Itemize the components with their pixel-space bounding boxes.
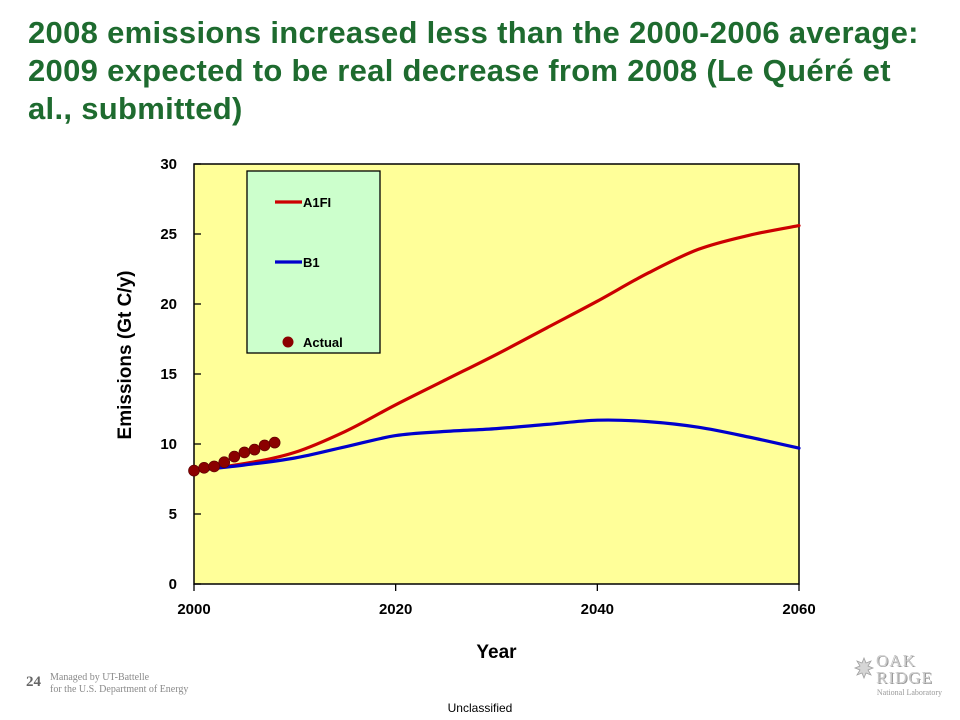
series-line-b1	[192, 418, 801, 473]
x-tick-label: 2060	[782, 601, 815, 618]
data-point-actual	[238, 446, 251, 459]
y-tick-label: 30	[160, 156, 177, 173]
y-tick-label: 5	[169, 506, 177, 523]
data-point-actual	[188, 464, 200, 477]
x-tick-label: 2040	[581, 601, 614, 618]
series-line-a1fi	[192, 224, 801, 473]
data-point-actual	[268, 436, 281, 449]
managed-by-line: Managed by UT-Battelle	[50, 672, 150, 683]
y-tick-label: 20	[160, 296, 177, 313]
data-point-actual	[208, 460, 220, 473]
oak-ridge-logo: OAK RIDGE National Laboratory	[852, 652, 942, 700]
data-point-actual	[248, 443, 261, 456]
legend-swatch-actual	[282, 336, 294, 348]
data-point-actual	[258, 439, 271, 452]
data-point-actual	[228, 450, 241, 463]
y-tick-label: 25	[160, 226, 177, 243]
x-tick-label: 2020	[379, 601, 412, 618]
y-tick-label: 15	[160, 366, 177, 383]
slide-title: 2008 emissions increased less than the 2…	[28, 15, 919, 126]
legend-box	[246, 170, 381, 354]
x-tick-label: 2000	[177, 601, 210, 618]
logo-line: OAK	[876, 651, 916, 670]
data-point-actual	[218, 456, 231, 469]
classification-label: Unclassified	[447, 701, 513, 715]
managed-by-line: for the U.S. Department of Energy	[50, 684, 189, 695]
managed-by-text: Managed by UT-Battelle for the U.S. Depa…	[50, 672, 188, 696]
y-axis-title: Emissions (Gt C/y)	[115, 271, 136, 440]
logo-wordmark: OAK RIDGE	[876, 652, 933, 686]
leaf-icon	[853, 656, 875, 680]
logo-subtitle: National Laboratory	[876, 688, 942, 697]
x-axis-title: Year	[476, 642, 517, 663]
logo-line: RIDGE	[876, 668, 933, 687]
y-tick-label: 10	[160, 436, 177, 453]
y-tick-label: 0	[169, 576, 177, 593]
data-point-actual	[198, 461, 210, 474]
slide-number: 24	[26, 674, 41, 690]
legend-label: B1	[303, 255, 320, 270]
legend-label: Actual	[303, 335, 343, 350]
legend-label: A1FI	[303, 195, 331, 210]
